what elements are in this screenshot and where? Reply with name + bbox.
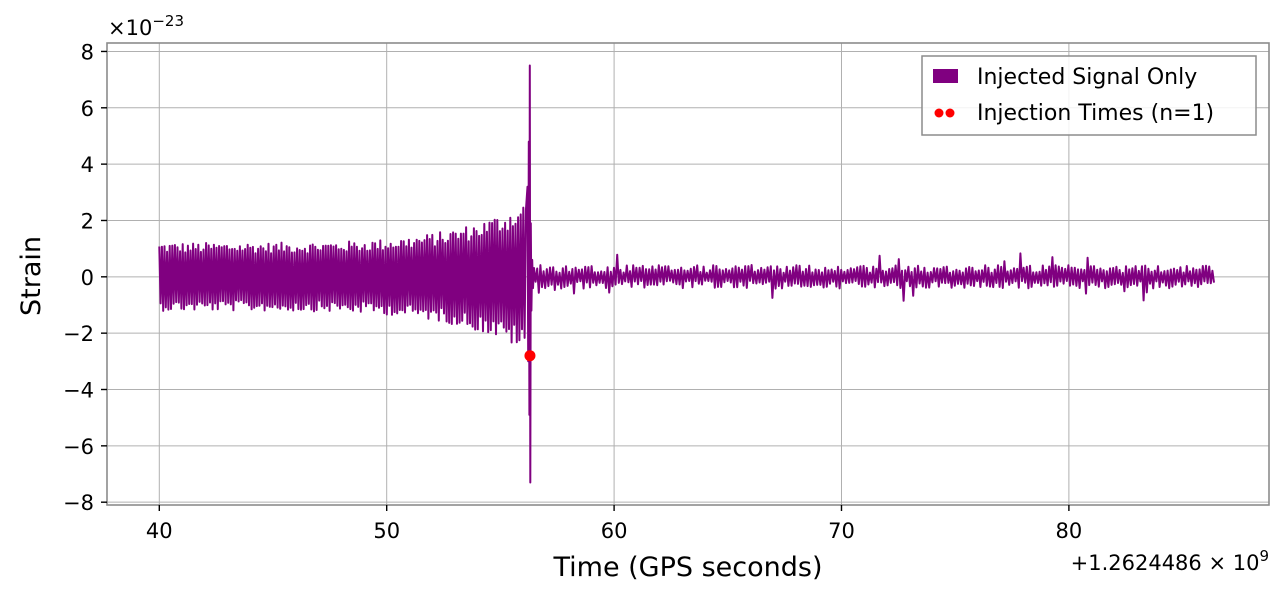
y-tick-label: 8: [81, 40, 94, 64]
y-tick-label: −6: [63, 435, 94, 459]
y-tick-label: 4: [81, 153, 94, 177]
injection-markers: [524, 350, 536, 362]
plot-area: [158, 64, 1215, 484]
y-tick-label: 0: [81, 266, 94, 290]
y-tick-label: −8: [63, 491, 94, 515]
legend-swatch-strain: [933, 69, 958, 83]
axis-ticks: 40 50 60 70 80 −8 −6 −4 −2 0 2 4 6 8: [63, 40, 1082, 543]
legend-box: [921, 55, 1257, 136]
x-tick-label: 70: [828, 519, 855, 543]
legend: Injected Signal Only Injection Times (n=…: [921, 55, 1257, 136]
x-tick-label: 50: [373, 519, 400, 543]
x-tick-label: 60: [601, 519, 628, 543]
legend-label-injection: Injection Times (n=1): [977, 101, 1214, 126]
y-tick-label: 6: [81, 97, 94, 121]
x-tick-label: 40: [146, 519, 173, 543]
injection-marker: [524, 350, 536, 362]
y-axis-label: Strain: [16, 236, 47, 316]
legend-marker-dot: [945, 108, 955, 118]
y-multiplier: ×10−23: [108, 12, 184, 40]
y-tick-label: −4: [63, 379, 94, 403]
strain-series-line: [158, 64, 1215, 484]
x-tick-label: 80: [1056, 519, 1083, 543]
y-tick-label: 2: [81, 209, 94, 233]
x-axis-label: Time (GPS seconds): [552, 552, 822, 583]
legend-label-strain: Injected Signal Only: [977, 65, 1197, 90]
y-tick-label: −2: [63, 322, 94, 346]
legend-marker-dot: [934, 108, 944, 118]
x-offset-label: +1.2624486 × 109: [1071, 547, 1269, 575]
plot-frame: [106, 42, 1270, 506]
